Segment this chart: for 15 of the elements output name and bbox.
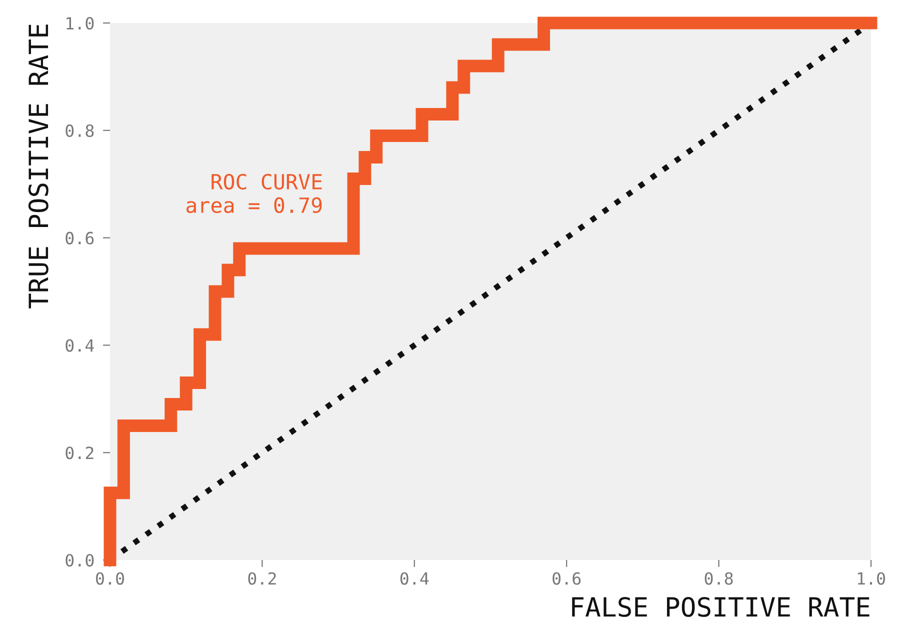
x-tick-label: 0.2 bbox=[248, 572, 276, 585]
y-tick-label: 0.6 bbox=[66, 232, 94, 244]
y-tick-label: 0.4 bbox=[66, 339, 94, 352]
y-tick-label: 0.8 bbox=[66, 124, 94, 138]
x-tick-label: 0.8 bbox=[704, 572, 733, 585]
y-axis-title: TRUE POSITIVE RATE bbox=[28, 24, 48, 308]
x-tick-label: 0.4 bbox=[400, 572, 429, 585]
y-tick-label: 0.2 bbox=[66, 446, 94, 460]
annotation: ROC CURVE area = 0.79 bbox=[186, 174, 322, 214]
x-tick-label: 0.0 bbox=[96, 572, 124, 585]
y-tick-label: 1.0 bbox=[66, 17, 94, 30]
x-axis-title: FALSE POSITIVE RATE bbox=[572, 596, 870, 617]
x-tick-label: 0.6 bbox=[552, 572, 581, 585]
x-tick-label: 1.0 bbox=[858, 572, 885, 585]
y-tick-label: 0.0 bbox=[66, 554, 94, 567]
